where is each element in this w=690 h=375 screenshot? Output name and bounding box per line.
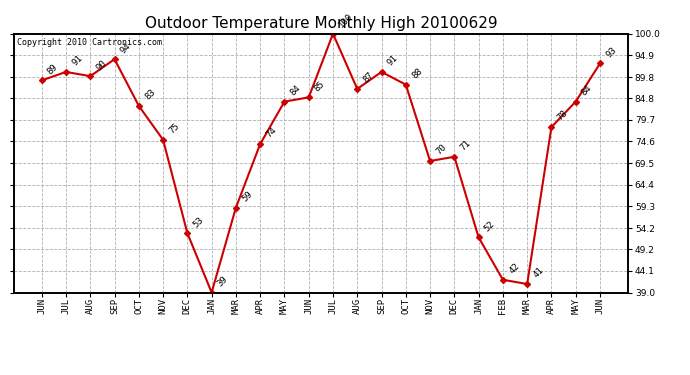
Text: 84: 84 [580,84,594,98]
Text: 71: 71 [459,139,473,153]
Text: 85: 85 [313,79,327,93]
Text: 94: 94 [119,41,132,55]
Text: 88: 88 [410,66,424,81]
Text: 90: 90 [95,58,108,72]
Text: 42: 42 [507,262,521,276]
Text: 39: 39 [216,274,230,288]
Text: 93: 93 [604,45,618,59]
Text: 75: 75 [167,122,181,136]
Text: 87: 87 [362,71,375,85]
Text: 53: 53 [192,215,206,229]
Title: Outdoor Temperature Monthly High 20100629: Outdoor Temperature Monthly High 2010062… [144,16,497,31]
Text: 100: 100 [337,12,355,30]
Text: 70: 70 [434,143,448,157]
Text: 41: 41 [531,266,545,280]
Text: 89: 89 [46,62,60,76]
Text: 52: 52 [483,219,497,233]
Text: 74: 74 [264,126,278,140]
Text: 59: 59 [240,189,254,204]
Text: 83: 83 [143,88,157,102]
Text: Copyright 2010 Cartronics.com: Copyright 2010 Cartronics.com [17,38,162,46]
Text: 91: 91 [70,54,84,68]
Text: 78: 78 [555,109,569,123]
Text: 91: 91 [386,54,400,68]
Text: 84: 84 [288,84,303,98]
